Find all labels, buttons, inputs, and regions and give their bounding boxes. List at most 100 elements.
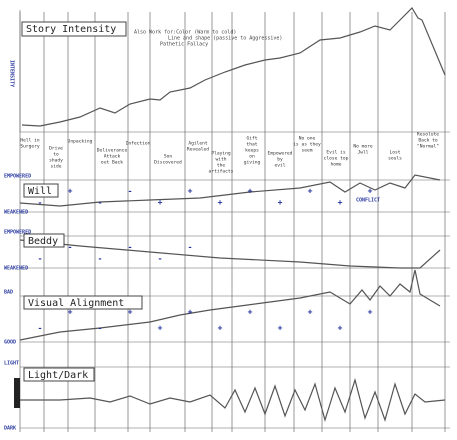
beat-label: souls [388,156,402,162]
sign: + [308,187,313,196]
sign: + [218,198,223,207]
sign: + [158,198,163,207]
title-box [21,21,127,37]
sign: + [248,308,253,317]
section-title: Visual Alignment [28,298,124,309]
beat-label: Surgery [20,144,40,150]
top-label: EMPOWERED [4,230,31,236]
sign: - [98,198,103,207]
beat-label: out Back [101,160,123,166]
sign: + [338,324,343,333]
section-box [23,295,143,310]
beat-label: close top [324,156,349,162]
beat-label: the [217,163,226,169]
beat-label: that [246,142,257,148]
will-curve [19,174,441,207]
note: Pathetic Fallacy [160,42,208,48]
beat-label: to [53,152,59,158]
section-title: Will [28,186,52,197]
bottom-label: GOOD [4,340,16,346]
section-title: Light/Dark [28,370,88,381]
sign: + [158,324,163,333]
beat-label: Lost [389,150,400,156]
beat-label: Hell in [20,138,40,144]
beat-label: artifacts [209,169,234,175]
beat-label: is as they [293,142,321,148]
dark-block [14,378,20,408]
sign: - [128,243,133,252]
beat-label: Agilent [188,141,208,147]
beat-label: No more [353,144,373,150]
sign: - [128,187,133,196]
bottom-label: WEAKENED [4,210,28,216]
section-title: Beddy [28,236,58,247]
section-box [23,183,59,198]
beat-dividers [19,12,446,432]
sign: + [218,324,223,333]
beat-label: giving [244,160,261,166]
title: Story Intensity [26,24,116,35]
bottom-label: WEAKENED [4,266,28,272]
beat-label: Drive [49,146,63,152]
beat-label: Unpacking [68,139,93,145]
sign: - [158,254,163,263]
note-label: CONFLICT [356,198,380,204]
sign: - [98,324,103,333]
beat-label: Evil is [326,150,346,156]
beat-label: side [50,164,61,170]
sign: + [278,324,283,333]
section-box [23,367,95,382]
beat-label: Infection [126,141,151,147]
signs: - + - - + + + + + + + + - - - - - - - + - + + + + + + + + + [38,187,373,333]
top-label: BAD [4,290,13,296]
sign: + [308,308,313,317]
beat-label: Discovered [154,160,182,166]
section-box [23,233,65,248]
beat-label: home [330,162,341,168]
beat-label: Gift [246,136,257,142]
beat-label: by [277,157,283,163]
beat-label: No one [299,136,316,142]
top-label: EMPOWERED [4,174,31,180]
beat-label: Son [164,154,173,160]
beat-label: shady [49,158,63,164]
sign: - [38,198,43,207]
beddy-curve [19,239,441,269]
beat-label: Back to [418,138,438,144]
beat-label: Resolute [417,132,439,138]
beat-label: keeps [245,148,259,154]
beat-label: Jwll [357,150,368,156]
beat-label: on [249,155,255,160]
sign: + [68,187,73,196]
sign: - [188,243,193,252]
sign: - [38,254,43,263]
beat-label: "Normal" [417,144,439,150]
light-dark-curve [20,377,446,423]
bottom-label: DARK [4,426,16,432]
beat-label: Deliverance [97,148,128,154]
sign: + [278,198,283,207]
sign: + [338,198,343,207]
beat-label: with [215,157,226,163]
sign: + [368,187,373,196]
beat-label: Revealed [187,147,209,153]
sign: + [368,308,373,317]
sign: - [38,324,43,333]
sign: + [68,308,73,317]
section-rules [19,10,450,429]
sign: - [68,243,73,252]
sections: WillEMPOWEREDWEAKENEDCONFLICTBeddyEMPOWE… [4,174,380,432]
top-label: LIGHT [4,361,19,367]
intensity-curve [21,7,446,127]
sign: + [128,308,133,317]
beat-label: Playing [211,151,231,157]
beat-label: seem [301,149,312,154]
axis-label: INTENSITY [9,60,15,87]
beat-label: Attack [104,154,121,160]
visual-curve [19,269,441,341]
beat-label: evil [274,163,285,169]
sign: + [248,187,253,196]
